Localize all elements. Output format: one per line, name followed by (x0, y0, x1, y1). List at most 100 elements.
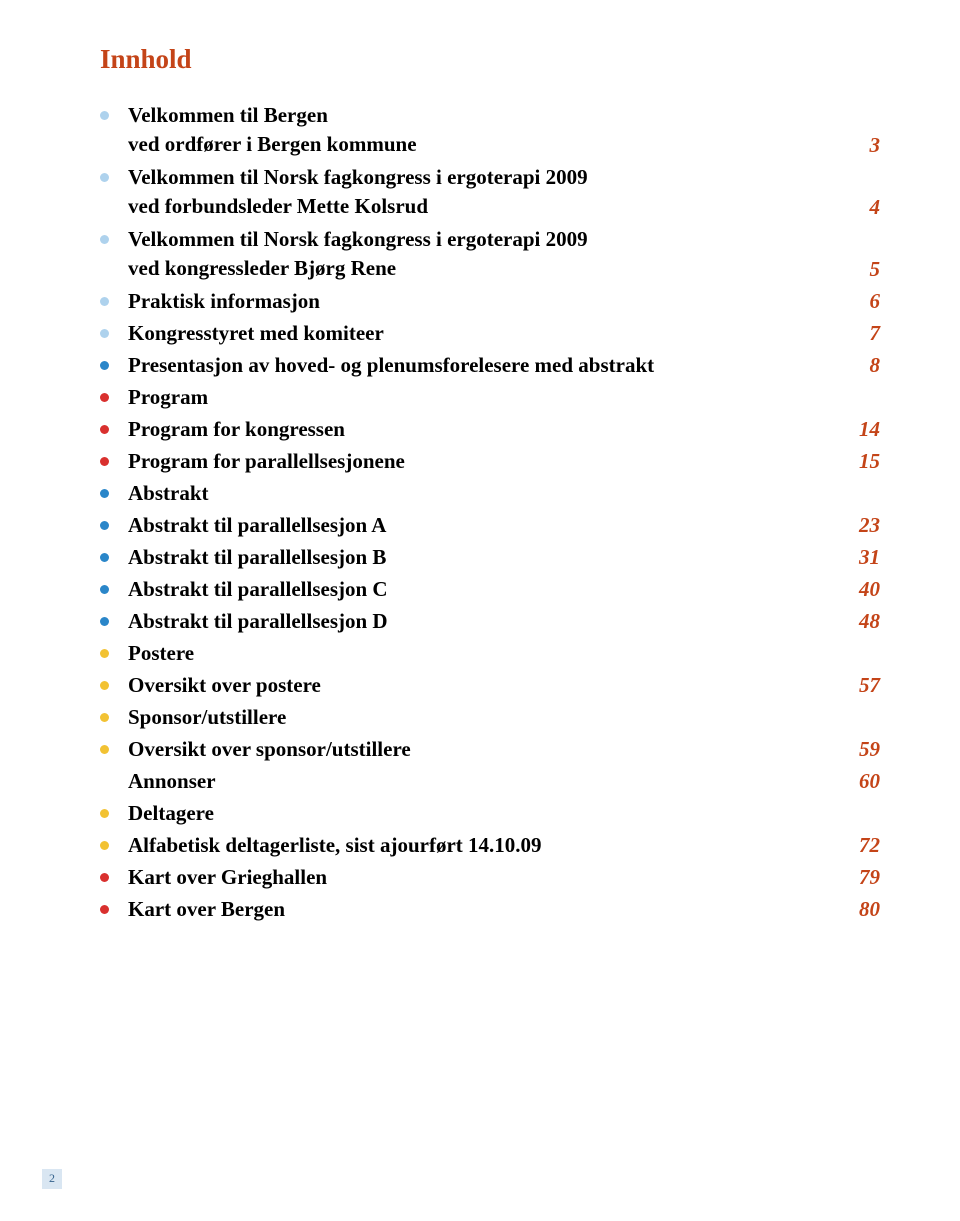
bullet-icon (100, 393, 109, 402)
toc-text: Alfabetisk deltagerliste, sist ajourført… (128, 830, 820, 860)
bullet-col (100, 224, 128, 254)
toc-row: Velkommen til Bergen (100, 100, 880, 130)
bullet-icon (100, 425, 109, 434)
bullet-col (100, 670, 128, 700)
page-title: Innhold (100, 44, 192, 75)
bullet-icon (100, 297, 109, 306)
toc-text: Velkommen til Norsk fagkongress i ergote… (128, 162, 820, 192)
bullet-icon (100, 905, 109, 914)
toc-row: Kart over Grieghallen79 (100, 862, 880, 892)
toc-text: Abstrakt til parallellsesjon D (128, 606, 820, 636)
bullet-col (100, 574, 128, 604)
toc-page: 31 (820, 542, 880, 572)
toc-row: Sponsor/utstillere (100, 702, 880, 732)
toc-page: 79 (820, 862, 880, 892)
toc-text: Annonser (128, 766, 820, 796)
toc-text: Velkommen til Bergen (128, 100, 820, 130)
bullet-col (100, 702, 128, 732)
toc-page: 3 (820, 130, 880, 160)
toc-subtext: ved kongressleder Bjørg Rene (128, 254, 820, 284)
toc-text: Sponsor/utstillere (128, 702, 820, 732)
toc-row: Program for parallellsesjonene15 (100, 446, 880, 476)
toc-row: Kart over Bergen80 (100, 894, 880, 924)
toc-page: 4 (820, 192, 880, 222)
toc-text: Kongresstyret med komiteer (128, 318, 820, 348)
toc-text: Program (128, 382, 820, 412)
bullet-col (100, 192, 128, 220)
toc-subtext: ved ordfører i Bergen kommune (128, 130, 820, 160)
bullet-icon (100, 745, 109, 754)
bullet-icon (100, 649, 109, 658)
bullet-col (100, 286, 128, 316)
toc-page: 60 (820, 766, 880, 796)
bullet-col (100, 542, 128, 572)
toc-row: Oversikt over sponsor/utstillere59 (100, 734, 880, 764)
bullet-col (100, 318, 128, 348)
toc-text: Program for parallellsesjonene (128, 446, 820, 476)
bullet-col (100, 830, 128, 860)
toc-page: 72 (820, 830, 880, 860)
bullet-col (100, 766, 128, 796)
toc-row: Program (100, 382, 880, 412)
bullet-col (100, 130, 128, 158)
toc-page: 57 (820, 670, 880, 700)
bullet-icon (100, 585, 109, 594)
bullet-icon (100, 713, 109, 722)
toc-text: Abstrakt til parallellsesjon A (128, 510, 820, 540)
toc-row: Deltagere (100, 798, 880, 828)
toc-row: Oversikt over postere57 (100, 670, 880, 700)
bullet-col (100, 894, 128, 924)
toc-row: Velkommen til Norsk fagkongress i ergote… (100, 224, 880, 254)
bullet-icon (100, 521, 109, 530)
bullet-icon (100, 173, 109, 182)
bullet-col (100, 254, 128, 282)
toc-row: Velkommen til Norsk fagkongress i ergote… (100, 162, 880, 192)
toc-text: Velkommen til Norsk fagkongress i ergote… (128, 224, 820, 254)
toc-row: Program for kongressen14 (100, 414, 880, 444)
toc-text: Presentasjon av hoved- og plenumsforeles… (128, 350, 820, 380)
bullet-col (100, 510, 128, 540)
bullet-icon (100, 235, 109, 244)
toc-list: Velkommen til Bergenved ordfører i Berge… (100, 100, 880, 926)
page: Innhold Velkommen til Bergenved ordfører… (0, 0, 960, 1221)
bullet-col (100, 734, 128, 764)
bullet-col (100, 446, 128, 476)
bullet-icon (100, 809, 109, 818)
toc-row: Abstrakt til parallellsesjon D48 (100, 606, 880, 636)
bullet-icon (100, 873, 109, 882)
bullet-col (100, 862, 128, 892)
bullet-icon (100, 111, 109, 120)
toc-text: Postere (128, 638, 820, 668)
bullet-icon (100, 841, 109, 850)
toc-page: 6 (820, 286, 880, 316)
footer-page-number: 2 (42, 1169, 62, 1189)
toc-page: 48 (820, 606, 880, 636)
toc-text: Program for kongressen (128, 414, 820, 444)
bullet-icon (100, 489, 109, 498)
toc-subrow: ved kongressleder Bjørg Rene5 (100, 254, 880, 284)
toc-page: 7 (820, 318, 880, 348)
toc-text: Oversikt over postere (128, 670, 820, 700)
toc-text: Oversikt over sponsor/utstillere (128, 734, 820, 764)
toc-subrow: ved ordfører i Bergen kommune3 (100, 130, 880, 160)
toc-row: Abstrakt (100, 478, 880, 508)
bullet-col (100, 382, 128, 412)
toc-text: Praktisk informasjon (128, 286, 820, 316)
bullet-col (100, 162, 128, 192)
bullet-icon (100, 457, 109, 466)
toc-page: 80 (820, 894, 880, 924)
toc-text: Abstrakt til parallellsesjon B (128, 542, 820, 572)
toc-row: Postere (100, 638, 880, 668)
toc-text: Kart over Grieghallen (128, 862, 820, 892)
bullet-icon (100, 329, 109, 338)
toc-row: Abstrakt til parallellsesjon B31 (100, 542, 880, 572)
toc-page: 14 (820, 414, 880, 444)
bullet-col (100, 478, 128, 508)
toc-text: Kart over Bergen (128, 894, 820, 924)
toc-page: 5 (820, 254, 880, 284)
toc-page: 40 (820, 574, 880, 604)
bullet-icon (100, 681, 109, 690)
toc-row: Praktisk informasjon6 (100, 286, 880, 316)
toc-page: 59 (820, 734, 880, 764)
bullet-col (100, 798, 128, 828)
